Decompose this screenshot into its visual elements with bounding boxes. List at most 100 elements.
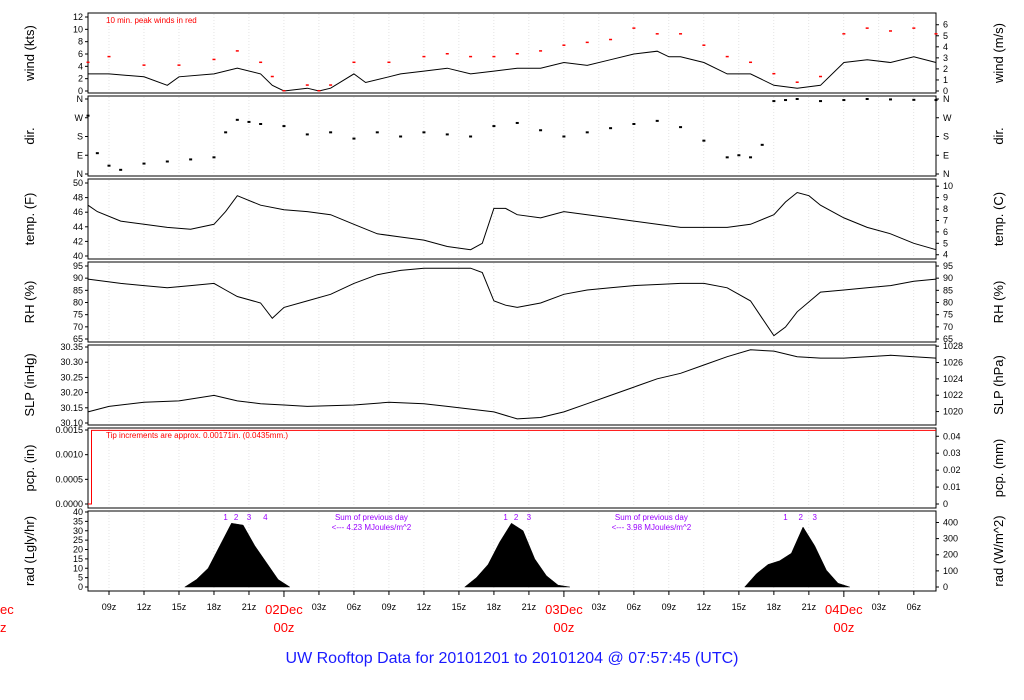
data-point	[585, 131, 589, 134]
peak-wind-mark	[632, 27, 636, 29]
y-axis-label: temp. (F)	[22, 193, 37, 246]
y-tick-label: 95	[73, 261, 83, 271]
y-axis-label: pcp. (in)	[22, 445, 37, 492]
solar-hour-mark: 3	[247, 513, 252, 522]
y-tick-label: 6	[78, 49, 83, 59]
solar-hour-mark: 2	[798, 513, 803, 522]
solar-hour-mark: 4	[263, 513, 268, 522]
y2-tick-label: 100	[943, 566, 958, 576]
data-point	[469, 135, 473, 138]
peak-wind-mark	[305, 84, 309, 86]
data-point	[912, 98, 916, 101]
series-line	[88, 429, 936, 505]
peak-wind-mark	[235, 50, 239, 52]
solar-hour-mark: 3	[527, 513, 532, 522]
data-point	[562, 135, 566, 138]
data-point	[224, 131, 228, 134]
y-tick-label: 5	[78, 573, 83, 583]
y2-tick-label: 1	[943, 75, 948, 85]
data-point	[515, 121, 519, 124]
day-label-date: 04Dec	[825, 602, 863, 617]
data-point	[772, 100, 776, 103]
x-tick-label: 18z	[487, 602, 502, 612]
x-tick-label: 03z	[312, 602, 327, 612]
panel-temp	[85, 178, 939, 260]
peak-wind-mark	[387, 61, 391, 64]
y2-axis-label: rad (W/m^2)	[991, 515, 1006, 586]
y2-axis-label: RH (%)	[991, 281, 1006, 324]
data-point	[165, 160, 169, 163]
y-tick-label: 40	[73, 507, 83, 517]
day-label-date: 02Dec	[265, 602, 303, 617]
panel-annotation: 10 min. peak winds in red	[106, 16, 197, 25]
y-tick-label: 30.15	[60, 403, 83, 413]
data-point	[375, 131, 379, 134]
y-tick-label: 75	[73, 310, 83, 320]
peak-wind-mark	[445, 53, 449, 55]
y2-tick-label: N	[943, 169, 950, 179]
data-point	[784, 99, 788, 102]
y2-tick-label: 0	[943, 86, 948, 96]
panel-dir	[85, 95, 939, 177]
y2-tick-label: 95	[943, 261, 953, 271]
panel-wind	[85, 12, 939, 94]
y-tick-label: 44	[73, 222, 83, 232]
data-point	[632, 123, 636, 125]
peak-wind-mark	[422, 55, 426, 58]
y-tick-label: 0	[78, 582, 83, 592]
y-tick-label: 65	[73, 334, 83, 344]
y-tick-label: N	[77, 169, 84, 179]
peak-wind-mark	[609, 38, 613, 41]
y-tick-label: 48	[73, 193, 83, 203]
y2-tick-label: 4	[943, 42, 948, 52]
data-point	[422, 131, 426, 134]
peak-wind-mark	[317, 90, 321, 92]
peak-wind-mark	[515, 53, 519, 55]
day-label-time: z	[0, 620, 7, 635]
y2-axis-label: wind (m/s)	[991, 23, 1006, 84]
peak-wind-mark	[819, 75, 823, 78]
y2-tick-label: 90	[943, 273, 953, 283]
panel-annotation: Tip increments are approx. 0.00171in. (0…	[106, 431, 288, 440]
y2-tick-label: 65	[943, 334, 953, 344]
y-tick-label: 50	[73, 178, 83, 188]
y2-tick-label: S	[943, 132, 949, 142]
peak-wind-mark	[725, 55, 729, 58]
data-point	[282, 125, 286, 128]
y-tick-label: 25	[73, 535, 83, 545]
y-axis-label: rad (Lgly/hr)	[22, 516, 37, 586]
data-point	[329, 131, 333, 134]
y2-tick-label: 4	[943, 250, 948, 260]
panel-frame	[87, 510, 937, 592]
x-tick-label: 03z	[592, 602, 607, 612]
y-tick-label: 30.30	[60, 357, 83, 367]
x-tick-label: 09z	[662, 602, 677, 612]
y-axis-label: wind (kts)	[22, 25, 37, 82]
panel-rh	[85, 261, 939, 343]
x-tick-label: 12z	[137, 602, 152, 612]
y2-tick-label: 9	[943, 193, 948, 203]
x-tick-label: 18z	[767, 602, 782, 612]
data-point	[737, 154, 741, 157]
peak-wind-mark	[585, 41, 589, 44]
peak-wind-mark	[259, 61, 263, 64]
data-point	[819, 100, 823, 103]
peak-wind-mark	[329, 84, 333, 86]
y-tick-label: 42	[73, 236, 83, 246]
series-line	[87, 191, 937, 251]
peak-wind-mark	[352, 61, 356, 64]
y-tick-label: 8	[78, 37, 83, 47]
y-axis-label: RH (%)	[22, 281, 37, 324]
x-tick-label: 06z	[907, 602, 922, 612]
x-tick-label: 18z	[207, 602, 222, 612]
y2-tick-label: E	[943, 150, 949, 160]
y-tick-label: 90	[73, 273, 83, 283]
data-point	[189, 158, 193, 161]
y2-tick-label: 5	[943, 31, 948, 41]
y-tick-label: 0.0005	[55, 474, 83, 484]
x-tick-label: 03z	[872, 602, 887, 612]
data-point	[795, 98, 799, 100]
y2-tick-label: 0.01	[943, 482, 961, 492]
solar-hour-mark: 2	[234, 513, 239, 522]
